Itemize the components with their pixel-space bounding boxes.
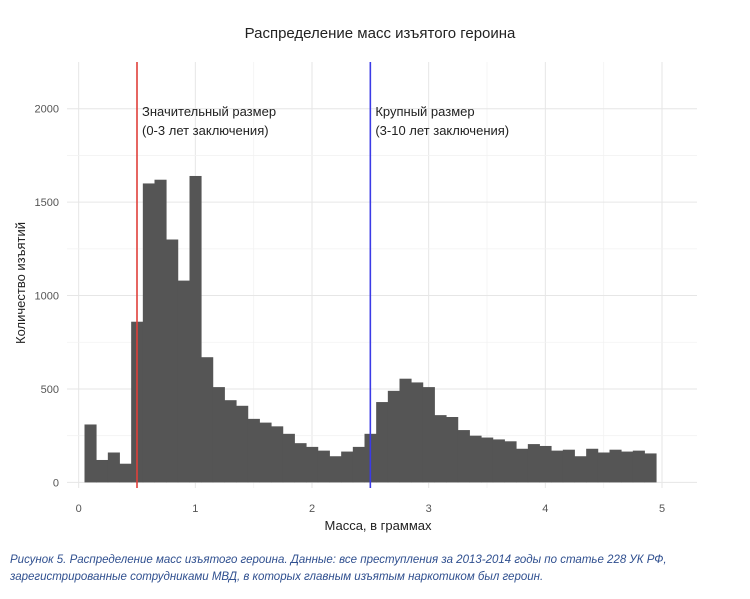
histogram-bar: [434, 415, 447, 483]
histogram-bar: [236, 405, 249, 483]
x-tick-label: 2: [309, 503, 315, 515]
histogram-bar: [597, 452, 610, 483]
caption-line-2: зарегистрированные сотрудниками МВД, в к…: [10, 571, 544, 583]
x-tick-label: 0: [76, 503, 82, 515]
histogram-bar: [481, 437, 494, 483]
y-tick-label: 2000: [35, 104, 59, 116]
histogram-bar: [306, 446, 319, 483]
histogram-bar: [271, 426, 284, 483]
histogram-bar: [527, 444, 540, 483]
x-tick-label: 5: [659, 503, 665, 515]
histogram-bar: [644, 453, 657, 483]
histogram-bar: [551, 450, 564, 483]
histogram-bar: [574, 456, 587, 483]
histogram-bar: [142, 183, 155, 483]
histogram-bar: [586, 448, 599, 483]
y-tick-label: 1000: [35, 291, 59, 303]
histogram-bar: [469, 435, 482, 483]
histogram-bar: [352, 446, 365, 483]
histogram-bar: [341, 451, 354, 483]
histogram-bar: [177, 280, 190, 483]
histogram-bar: [446, 417, 459, 483]
x-tick-label: 3: [426, 503, 432, 515]
histogram-bar: [224, 400, 237, 483]
x-axis-label: Масса, в граммах: [325, 518, 432, 533]
histogram-bar: [247, 418, 260, 483]
histogram-bar: [621, 451, 634, 483]
histogram-bar: [539, 445, 552, 483]
histogram-bar: [282, 433, 295, 483]
reference-label-2-line-1: Крупный размер: [375, 104, 474, 119]
histogram-chart: Распределение масс изъятого героина Знач…: [13, 25, 697, 533]
histogram-bar: [422, 387, 435, 483]
x-tick-label: 1: [192, 503, 198, 515]
histogram-bar: [317, 450, 330, 483]
caption-line-1: Рисунок 5. Распределение масс изъятого г…: [10, 554, 667, 566]
histogram-bar: [457, 430, 470, 483]
histogram-bar: [504, 441, 517, 483]
histogram-bar: [632, 450, 645, 483]
histogram-bar: [84, 424, 97, 483]
histogram-bar: [166, 239, 179, 483]
y-tick-label: 1500: [35, 197, 59, 209]
histogram-bar: [516, 448, 529, 483]
histogram-bar: [201, 357, 214, 483]
reference-label-1-line-1: Значительный размер: [142, 104, 276, 119]
y-axis-label: Количество изъятий: [13, 222, 28, 344]
histogram-bar: [376, 402, 389, 483]
histogram-bar: [492, 439, 505, 483]
x-tick-label: 4: [542, 503, 548, 515]
chart-title: Распределение масс изъятого героина: [245, 25, 516, 42]
histogram-bar: [329, 456, 342, 483]
histogram-bar: [294, 443, 307, 483]
histogram-bar: [399, 378, 412, 483]
histogram-bar: [189, 175, 202, 483]
histogram-bar: [387, 390, 400, 483]
histogram-bar: [154, 179, 167, 483]
reference-label-2-line-2: (3-10 лет заключения): [375, 123, 509, 138]
histogram-bar: [119, 463, 132, 483]
histogram-bar: [562, 449, 575, 483]
y-tick-label: 0: [53, 477, 59, 489]
histogram-bar: [212, 387, 225, 483]
histogram-bar: [411, 382, 424, 483]
y-tick-label: 500: [41, 384, 59, 396]
reference-label-1-line-2: (0-3 лет заключения): [142, 123, 269, 138]
histogram-bar: [96, 459, 109, 483]
figure-caption: Рисунок 5. Распределение масс изъятого г…: [10, 552, 746, 586]
histogram-bar: [107, 452, 120, 483]
histogram-bar: [259, 422, 272, 483]
histogram-bar: [609, 449, 622, 483]
